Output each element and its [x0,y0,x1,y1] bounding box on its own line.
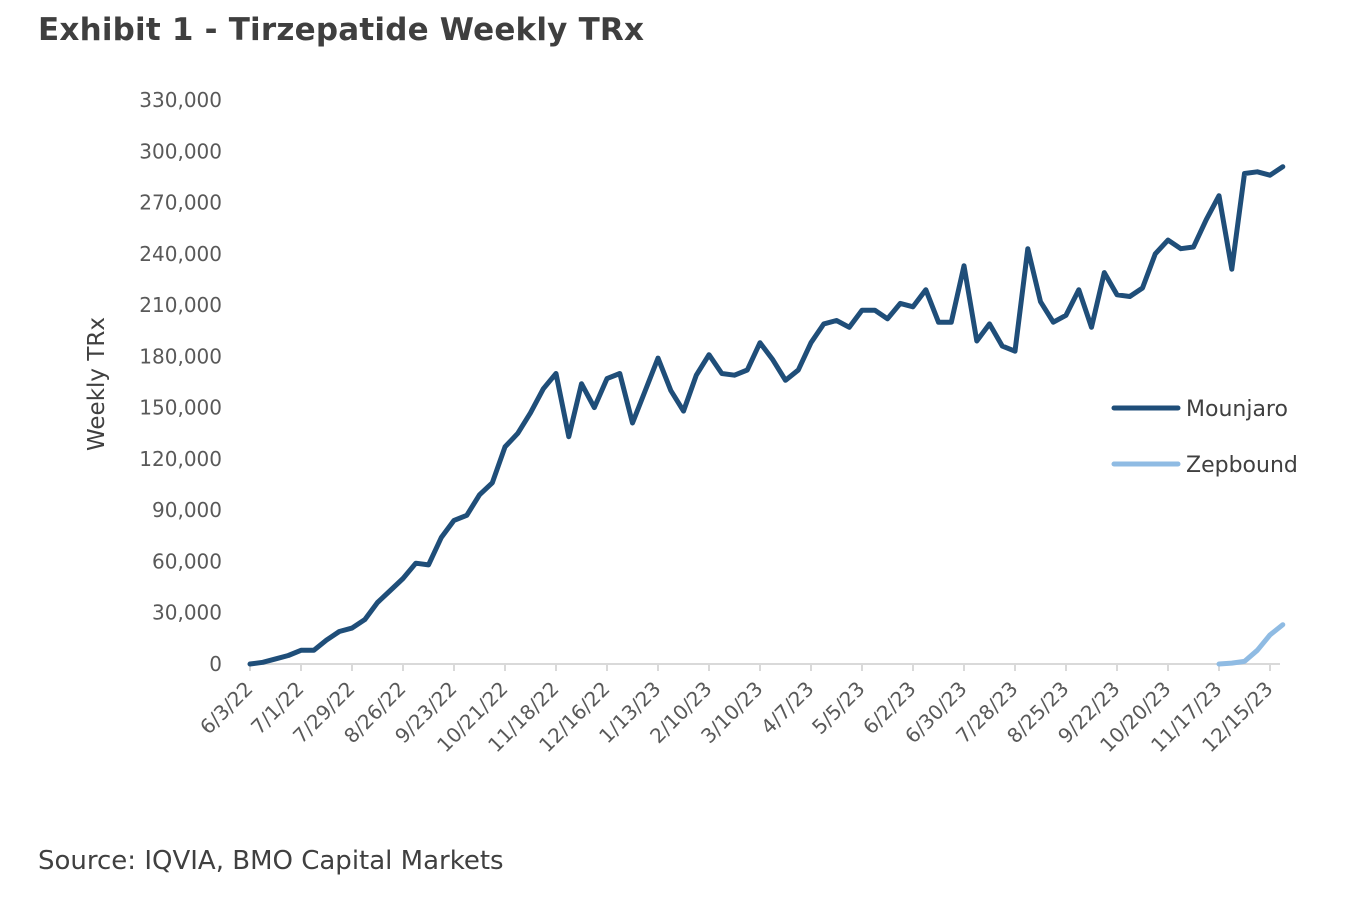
legend: Mounjaro Zepbound [1111,397,1298,478]
x-axis-tick-labels: 6/3/227/1/227/29/228/26/229/23/2210/21/2… [195,677,1277,757]
y-tick-label: 240,000 [139,242,222,266]
legend-label-mounjaro: Mounjaro [1186,397,1288,422]
y-tick-label: 0 [209,652,222,676]
series-line-mounjaro [247,164,1286,667]
y-tick-label: 60,000 [152,549,222,573]
y-tick-label: 210,000 [139,293,222,317]
y-tick-label: 330,000 [139,88,222,112]
series-lines [247,164,1286,667]
y-tick-label: 120,000 [139,447,222,471]
x-tick-label: 6/3/22 [195,677,257,739]
y-tick-label: 150,000 [139,396,222,420]
series-line-zepbound [1216,622,1286,667]
y-tick-label: 180,000 [139,344,222,368]
x-axis-tick-marks [249,664,1271,671]
source-note: Source: IQVIA, BMO Capital Markets [38,846,504,876]
y-tick-label: 30,000 [152,601,222,625]
chart-title: Exhibit 1 - Tirzepatide Weekly TRx [38,12,645,48]
y-tick-label: 90,000 [152,498,222,522]
y-axis-ticks: 0 30,000 60,000 90,000 120,000 150,000 180,000… [139,88,222,676]
y-tick-label: 270,000 [139,191,222,215]
legend-label-zepbound: Zepbound [1186,453,1298,478]
y-tick-label: 300,000 [139,139,222,163]
x-tick-label: 5/5/23 [807,677,869,739]
y-axis-label: Weekly TRx [84,317,110,451]
x-tick-label: 4/7/23 [756,677,818,739]
